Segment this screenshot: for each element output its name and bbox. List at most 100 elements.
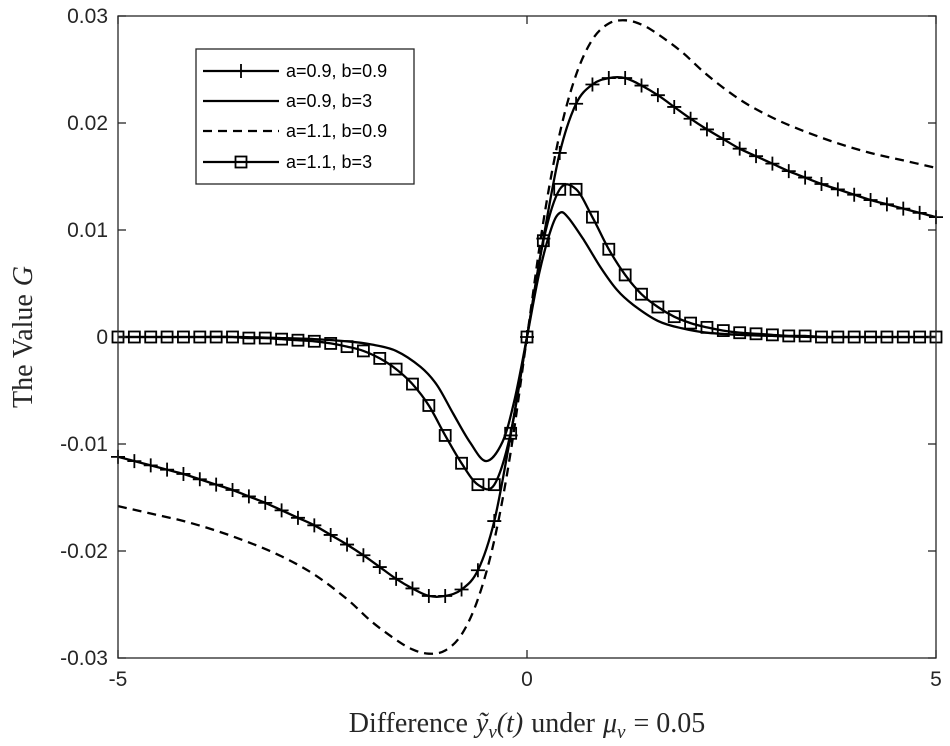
plus-marker	[192, 472, 207, 487]
square-marker	[667, 310, 681, 324]
square-marker	[438, 429, 452, 442]
plus-marker	[798, 170, 813, 185]
legend-entry: a=0.9, b=3	[203, 91, 372, 111]
y-tick-label: -0.03	[60, 647, 108, 670]
legend-label: a=1.1, b=3	[286, 152, 372, 172]
square-marker	[831, 330, 845, 344]
plus-marker	[765, 156, 780, 171]
legend-label: a=0.9, b=0.9	[286, 61, 387, 81]
square-marker	[782, 329, 796, 343]
plus-marker	[454, 582, 469, 597]
y-tick-label: 0.02	[67, 112, 108, 135]
square-marker	[356, 344, 370, 358]
square-marker	[913, 330, 927, 344]
square-marker	[193, 330, 207, 344]
square-marker	[847, 330, 861, 344]
plus-marker	[814, 176, 829, 191]
plus-marker	[863, 193, 878, 208]
series-3	[111, 182, 943, 492]
square-marker	[177, 330, 190, 344]
square-marker	[471, 478, 485, 492]
square-marker	[553, 182, 567, 196]
plus-marker	[209, 477, 224, 492]
plus-marker	[160, 462, 175, 477]
square-marker	[733, 326, 747, 340]
square-marker	[880, 330, 894, 344]
plus-marker	[716, 132, 731, 147]
square-marker	[487, 478, 501, 492]
square-marker	[896, 330, 910, 344]
square-marker	[586, 210, 599, 224]
legend: a=0.9, b=0.9 a=0.9, b=3 a=1.1, b=0.9 a=1.1,…	[195, 48, 415, 185]
plus-marker	[487, 514, 502, 529]
square-marker	[520, 330, 534, 344]
square-marker	[307, 334, 321, 348]
plus-marker	[176, 466, 191, 481]
x-tick-label: 0	[521, 668, 533, 691]
plus-marker	[234, 64, 248, 78]
plus-marker	[372, 560, 387, 575]
plus-marker	[552, 145, 567, 160]
square-marker	[291, 333, 305, 347]
plus-marker	[389, 571, 404, 586]
legend-entry: a=1.1, b=3	[203, 152, 372, 172]
plus-marker	[667, 99, 682, 114]
plus-marker	[290, 510, 305, 525]
plus-marker	[847, 187, 862, 202]
square-marker	[635, 287, 648, 301]
square-marker	[160, 330, 174, 344]
square-marker	[798, 329, 812, 343]
square-marker	[749, 327, 763, 341]
square-marker	[275, 332, 289, 346]
plus-marker	[356, 548, 371, 563]
square-marker	[340, 340, 354, 354]
plus-marker	[732, 141, 747, 156]
square-marker	[700, 320, 714, 334]
plus-marker	[307, 518, 322, 533]
square-marker	[144, 330, 158, 344]
plus-marker	[470, 563, 485, 578]
plus-marker	[699, 122, 714, 137]
plus-marker	[405, 581, 420, 596]
plus-marker	[781, 164, 796, 179]
plus-marker	[421, 588, 436, 603]
plus-marker	[683, 111, 698, 126]
plus-marker	[323, 527, 338, 542]
square-marker	[242, 331, 256, 345]
plus-marker	[879, 197, 894, 212]
plus-marker	[143, 458, 158, 473]
x-tick-label: -5	[109, 668, 128, 691]
square-marker	[234, 155, 248, 169]
square-marker	[766, 328, 779, 342]
y-tick-label: 0.03	[67, 5, 108, 28]
square-marker	[389, 362, 403, 376]
square-marker	[422, 399, 436, 412]
y-axis-title: The ValueG	[8, 266, 39, 408]
square-marker	[684, 316, 697, 330]
plus-marker	[618, 71, 633, 86]
plus-marker	[274, 503, 289, 518]
square-marker	[602, 242, 616, 256]
square-marker	[864, 330, 877, 344]
plus-marker	[258, 495, 273, 510]
square-marker	[651, 300, 665, 314]
plus-marker	[650, 88, 665, 103]
tick-layer: -5 0 5 -0.03 -0.02 -0.01 0 0.01 0.02 0.03	[60, 5, 942, 691]
legend-label: a=1.1, b=0.9	[286, 121, 387, 141]
square-marker	[209, 330, 223, 344]
series-layer	[111, 19, 943, 655]
square-marker	[455, 456, 468, 470]
square-marker	[258, 331, 272, 345]
plus-marker	[438, 588, 453, 603]
square-marker	[815, 330, 828, 344]
legend-label: a=0.9, b=3	[286, 91, 372, 111]
x-tick-label: 5	[930, 668, 942, 691]
square-marker	[406, 377, 419, 391]
square-marker	[127, 330, 141, 344]
y-tick-label: -0.01	[60, 433, 108, 456]
legend-entry: a=1.1, b=0.9	[203, 121, 387, 141]
plus-marker	[896, 201, 911, 216]
plus-marker	[127, 454, 142, 469]
square-marker	[324, 337, 338, 350]
